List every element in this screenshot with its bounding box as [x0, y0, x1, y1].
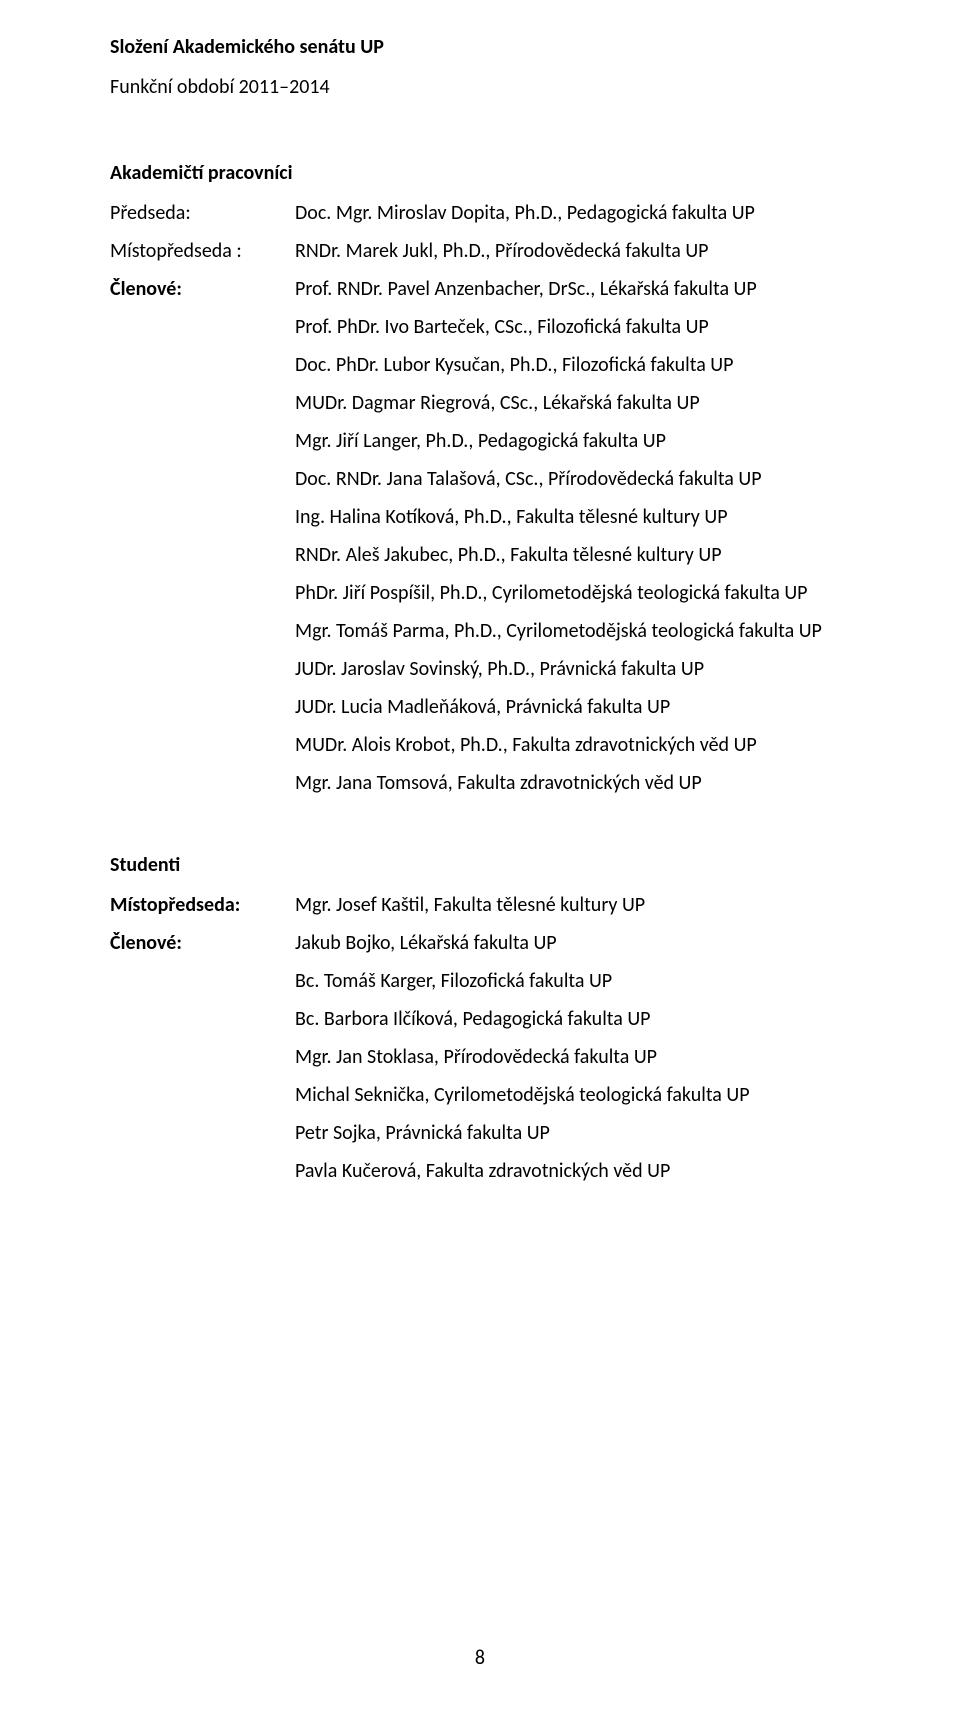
page-number: 8 [0, 1639, 960, 1677]
list-item: Mgr. Jan Stoklasa, Přírodovědecká fakult… [295, 1038, 860, 1076]
staff-heading: Akademičtí pracovníci [110, 154, 860, 192]
list-item: Bc. Barbora Ilčíková, Pedagogická fakult… [295, 1000, 860, 1038]
staff-members-label: Členové: [110, 270, 295, 308]
list-item: Mgr. Tomáš Parma, Ph.D., Cyrilometodějsk… [295, 612, 860, 650]
staff-chair-value: Doc. Mgr. Miroslav Dopita, Ph.D., Pedago… [295, 194, 860, 232]
list-item: MUDr. Alois Krobot, Ph.D., Fakulta zdrav… [295, 726, 860, 764]
list-item: MUDr. Dagmar Riegrová, CSc., Lékařská fa… [295, 384, 860, 422]
list-item: Michal Seknička, Cyrilometodějská teolog… [295, 1076, 860, 1114]
page-title: Složení Akademického senátu UP [110, 28, 860, 66]
list-item: Petr Sojka, Právnická fakulta UP [295, 1114, 860, 1152]
section-spacer [110, 802, 860, 846]
page-subtitle: Funkční období 2011–2014 [110, 68, 860, 106]
list-item: Mgr. Jana Tomsová, Fakulta zdravotnickýc… [295, 764, 860, 802]
staff-vice-value: RNDr. Marek Jukl, Ph.D., Přírodovědecká … [295, 232, 860, 270]
staff-members-list: Prof. PhDr. Ivo Barteček, CSc., Filozofi… [295, 308, 860, 802]
list-item: Mgr. Jiří Langer, Ph.D., Pedagogická fak… [295, 422, 860, 460]
list-item: PhDr. Jiří Pospíšil, Ph.D., Cyrilometodě… [295, 574, 860, 612]
list-item: JUDr. Lucia Madleňáková, Právnická fakul… [295, 688, 860, 726]
students-members-label: Členové: [110, 924, 295, 962]
staff-chair-row: Předseda: Doc. Mgr. Miroslav Dopita, Ph.… [110, 194, 860, 232]
students-vice-row: Místopředseda: Mgr. Josef Kaštil, Fakult… [110, 886, 860, 924]
staff-chair-label: Předseda: [110, 194, 295, 232]
list-item: Doc. PhDr. Lubor Kysučan, Ph.D., Filozof… [295, 346, 860, 384]
students-members-list: Bc. Tomáš Karger, Filozofická fakulta UP… [295, 962, 860, 1190]
list-item: Pavla Kučerová, Fakulta zdravotnických v… [295, 1152, 860, 1190]
staff-vice-label: Místopředseda : [110, 232, 295, 270]
students-heading: Studenti [110, 846, 860, 884]
students-vice-value: Mgr. Josef Kaštil, Fakulta tělesné kultu… [295, 886, 860, 924]
students-members-first-row: Členové: Jakub Bojko, Lékařská fakulta U… [110, 924, 860, 962]
students-vice-label: Místopředseda: [110, 886, 295, 924]
list-item: RNDr. Aleš Jakubec, Ph.D., Fakulta těles… [295, 536, 860, 574]
staff-members-first-row: Členové: Prof. RNDr. Pavel Anzenbacher, … [110, 270, 860, 308]
staff-members-first: Prof. RNDr. Pavel Anzenbacher, DrSc., Lé… [295, 270, 860, 308]
list-item: Prof. PhDr. Ivo Barteček, CSc., Filozofi… [295, 308, 860, 346]
list-item: Ing. Halina Kotíková, Ph.D., Fakulta těl… [295, 498, 860, 536]
list-item: Bc. Tomáš Karger, Filozofická fakulta UP [295, 962, 860, 1000]
list-item: JUDr. Jaroslav Sovinský, Ph.D., Právnick… [295, 650, 860, 688]
list-item: Doc. RNDr. Jana Talašová, CSc., Přírodov… [295, 460, 860, 498]
staff-vice-row: Místopředseda : RNDr. Marek Jukl, Ph.D.,… [110, 232, 860, 270]
students-members-first: Jakub Bojko, Lékařská fakulta UP [295, 924, 860, 962]
